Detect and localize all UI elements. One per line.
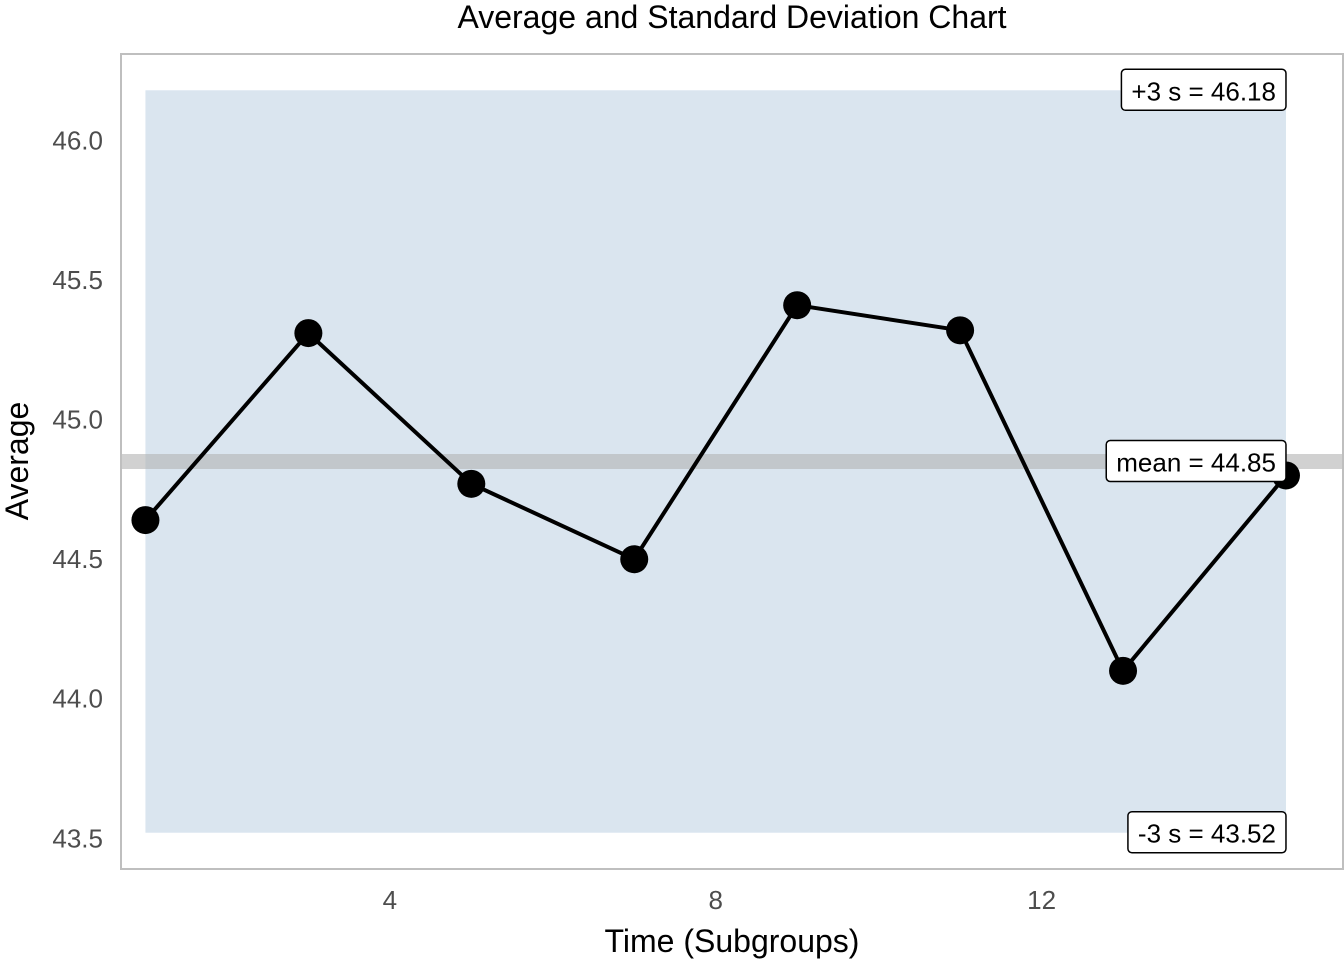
x-axis-title: Time (Subgroups) xyxy=(605,923,860,959)
upper-limit-label-box xyxy=(1120,68,1287,112)
mean-label-box xyxy=(1105,439,1287,483)
data-point xyxy=(620,545,649,574)
upper-limit-label: +3 s = 46.18 xyxy=(1120,68,1287,112)
y-tick-label: 45.0 xyxy=(52,405,103,435)
data-point xyxy=(946,316,975,345)
x-tick-label: 4 xyxy=(383,885,397,915)
data-point xyxy=(294,319,323,348)
plot-panel-border xyxy=(120,53,1344,870)
y-tick-label: 44.5 xyxy=(52,544,103,574)
data-point xyxy=(457,469,486,498)
lower-limit-label-box xyxy=(1127,810,1287,854)
mean-label: mean = 44.85 xyxy=(1105,439,1287,483)
y-tick-label: 46.0 xyxy=(52,126,103,156)
mean-label-text: mean = 44.85 xyxy=(1116,448,1276,478)
upper-limit-label-text: +3 s = 46.18 xyxy=(1131,76,1276,106)
x-tick-label: 12 xyxy=(1027,885,1056,915)
y-axis-title: Average xyxy=(0,402,35,521)
y-tick-label: 44.0 xyxy=(52,684,103,714)
data-point xyxy=(783,291,812,320)
y-tick-label: 45.5 xyxy=(52,265,103,295)
x-tick-label: 8 xyxy=(708,885,722,915)
data-point xyxy=(131,506,160,535)
series-line xyxy=(143,303,1288,673)
lower-limit-label: -3 s = 43.52 xyxy=(1127,810,1287,854)
y-tick-label: 43.5 xyxy=(52,823,103,853)
chart-title: Average and Standard Deviation Chart xyxy=(457,0,1006,35)
data-point xyxy=(1109,656,1138,685)
lower-limit-label-text: -3 s = 43.52 xyxy=(1138,819,1276,849)
